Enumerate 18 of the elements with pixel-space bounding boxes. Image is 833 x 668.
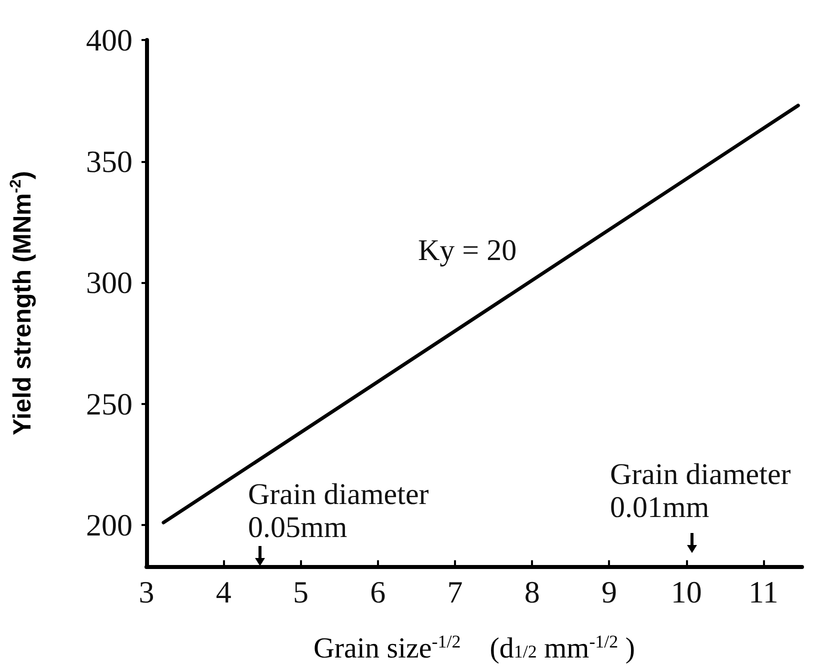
x-tick-label: 7 <box>447 574 463 610</box>
y-axis-title: Yield strength (MNm-2) <box>8 171 36 436</box>
x-tick-label: 8 <box>524 574 540 610</box>
y-tick-label: 300 <box>86 265 132 300</box>
x-tick-label: 9 <box>601 574 617 610</box>
x-tick-label: 11 <box>748 574 778 610</box>
y-tick-label: 250 <box>86 386 132 422</box>
annotation: Ky = 20 <box>418 234 517 267</box>
x-tick-label: 10 <box>670 574 702 610</box>
x-tick-label: 3 <box>138 574 154 610</box>
annotation: Grain diameter 0.01mm <box>610 458 791 524</box>
x-tick-label: 6 <box>370 574 386 610</box>
y-tick-label: 400 <box>86 22 132 58</box>
x-tick-label: 5 <box>292 574 308 610</box>
annotation: Grain diameter 0.05mm <box>248 478 429 544</box>
y-tick-label: 350 <box>86 144 132 179</box>
y-tick-label: 200 <box>86 508 132 543</box>
x-tick-label: 4 <box>216 574 232 610</box>
